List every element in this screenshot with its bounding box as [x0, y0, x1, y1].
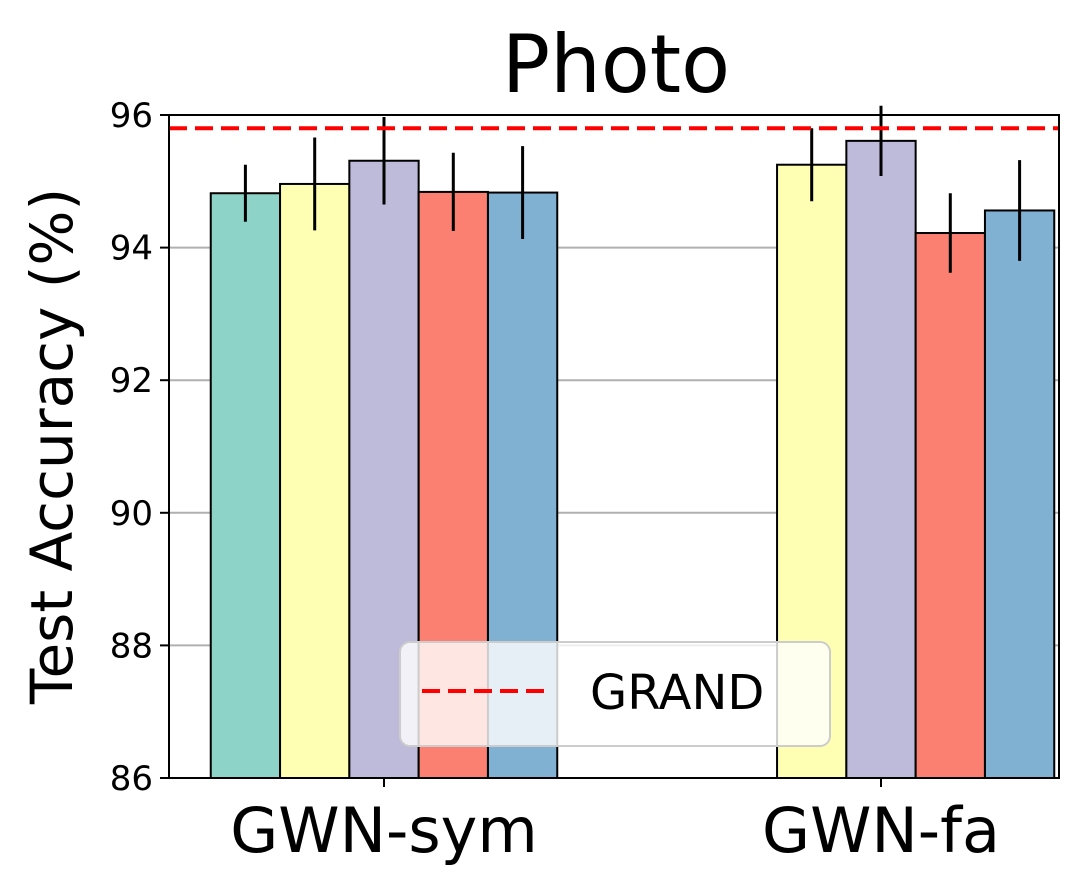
bar [209, 192, 282, 779]
legend: GRAND [399, 641, 831, 747]
legend-box [399, 641, 831, 747]
bar [983, 209, 1056, 780]
error-bars [243, 105, 1022, 273]
y-axis-label: Test Accuracy (%) [18, 188, 86, 705]
bar [914, 232, 986, 780]
x-ticks: GWN-sym GWN-fa [230, 778, 1000, 867]
plot-frame [168, 114, 1060, 779]
y-tick-label: 96 [110, 96, 153, 136]
y-tick-label: 92 [110, 361, 153, 401]
y-tick-label: 94 [110, 229, 153, 269]
x-tick-label: GWN-sym [230, 794, 538, 867]
y-ticks: 86 88 90 92 94 96 [110, 96, 169, 799]
y-tick-label: 88 [110, 626, 153, 666]
chart-title: Photo [502, 18, 730, 111]
y-tick-label: 86 [110, 759, 153, 799]
y-tick-label: 90 [110, 494, 153, 534]
bar [279, 182, 351, 779]
legend-label-grand: GRAND [590, 665, 764, 721]
x-tick-label: GWN-fa [762, 794, 1000, 867]
bar [845, 139, 917, 779]
